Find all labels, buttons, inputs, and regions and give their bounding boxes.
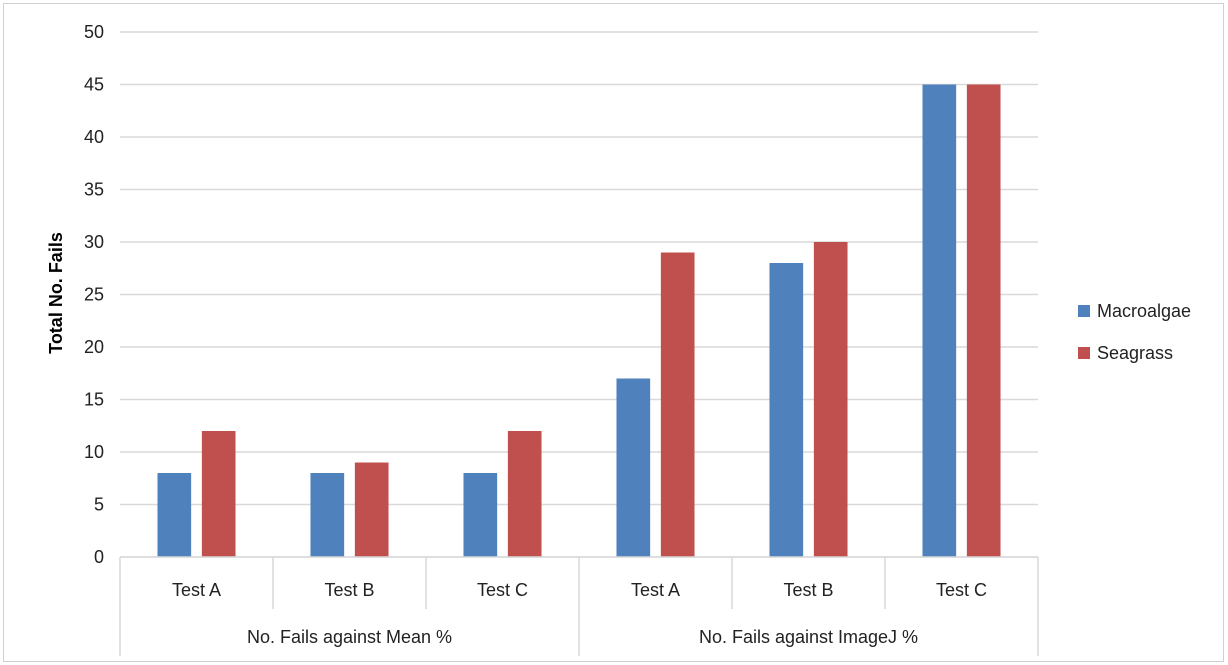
- bar-seagrass: [354, 462, 389, 557]
- y-axis-title: Total No. Fails: [46, 232, 66, 354]
- x-tick-label: Test C: [477, 580, 528, 600]
- legend: Macroalgae Seagrass: [1078, 301, 1191, 363]
- bar-seagrass: [660, 252, 695, 557]
- bar-macroalgae: [616, 378, 651, 557]
- bar-macroalgae: [157, 473, 192, 557]
- bar-seagrass: [507, 431, 542, 557]
- x-tick-label: Test A: [631, 580, 680, 600]
- bar-macroalgae: [310, 473, 345, 557]
- y-tick-label: 40: [84, 127, 104, 147]
- legend-label-seagrass: Seagrass: [1097, 343, 1173, 363]
- y-tick-label: 15: [84, 390, 104, 410]
- legend-swatch-seagrass: [1078, 347, 1090, 359]
- y-tick-label: 35: [84, 180, 104, 200]
- bar-seagrass: [966, 84, 1001, 557]
- x-tick-label: Test B: [324, 580, 374, 600]
- y-tick-label: 30: [84, 232, 104, 252]
- bar-macroalgae: [769, 263, 804, 557]
- y-tick-label: 25: [84, 285, 104, 305]
- y-tick-label: 45: [84, 75, 104, 95]
- x-group-label: No. Fails against ImageJ %: [699, 627, 918, 647]
- bar-macroalgae: [922, 84, 957, 557]
- legend-label-macroalgae: Macroalgae: [1097, 301, 1191, 321]
- bar-seagrass: [813, 242, 848, 557]
- y-tick-label: 10: [84, 442, 104, 462]
- x-group-label: No. Fails against Mean %: [247, 627, 452, 647]
- axes: 0 5 10 15 20 25 30 35 40 45 50 Test A Test B Test C Te…: [84, 22, 1039, 656]
- y-tick-label: 50: [84, 22, 104, 42]
- gridlines: [120, 31, 1038, 558]
- bars: [157, 84, 1001, 557]
- x-tick-label: Test A: [172, 580, 221, 600]
- x-tick-label: Test C: [936, 580, 987, 600]
- legend-swatch-macroalgae: [1078, 305, 1090, 317]
- bar-seagrass: [201, 431, 236, 557]
- y-tick-label: 20: [84, 337, 104, 357]
- x-tick-label: Test B: [783, 580, 833, 600]
- bar-macroalgae: [463, 473, 498, 557]
- y-tick-label: 0: [94, 547, 104, 567]
- y-tick-label: 5: [94, 495, 104, 515]
